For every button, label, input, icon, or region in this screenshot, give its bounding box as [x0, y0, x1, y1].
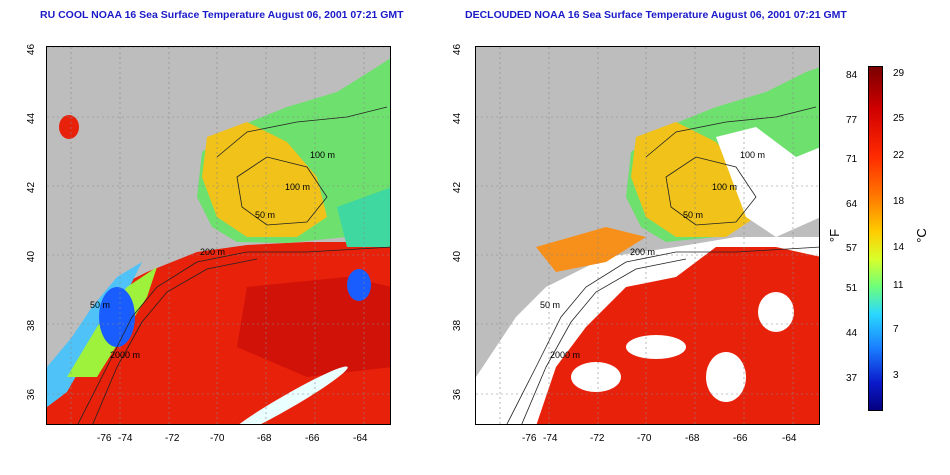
colorbar-f-tick: 77: [846, 115, 858, 126]
contour-label: 200 m: [630, 247, 656, 257]
x-tick: -74: [118, 433, 133, 444]
cloud-hole: [758, 292, 794, 332]
x-tick: -72: [590, 433, 605, 444]
hot-water-patch: [237, 277, 390, 377]
contour-label: 100 m: [285, 182, 311, 192]
y-tick: 46: [452, 43, 464, 56]
georges-bank-water: [202, 122, 327, 237]
cloud-patch: [347, 269, 371, 301]
y-tick: 36: [452, 388, 464, 401]
colorbar-f-tick: 51: [846, 283, 858, 294]
cloud-streak: [226, 366, 348, 424]
x-tick: -64: [782, 433, 797, 444]
right-panel-title: DECLOUDED NOAA 16 Sea Surface Temperatur…: [465, 9, 847, 21]
x-tick: -66: [733, 433, 748, 444]
y-tick: 40: [452, 250, 464, 263]
contour-label: 2000 m: [550, 350, 581, 360]
bathymetry-contours: [77, 106, 390, 424]
contour-label: 100 m: [310, 150, 336, 160]
colorbar-c-tick: 29: [893, 68, 905, 79]
left-map-graphic: [47, 47, 390, 424]
y-tick: 44: [26, 112, 38, 125]
y-tick: 38: [452, 319, 464, 332]
x-tick: -68: [685, 433, 700, 444]
y-tick: 36: [26, 388, 38, 401]
colorbar-c-tick: 18: [893, 196, 905, 207]
cloud-hole: [706, 352, 746, 402]
cloud-hole: [571, 362, 621, 392]
cloud-hole: [626, 335, 686, 359]
contour-label: 100 m: [712, 182, 738, 192]
contour-label: 2000 m: [110, 350, 141, 360]
x-tick: -64: [353, 433, 368, 444]
contour-label: 50 m: [683, 210, 704, 220]
x-tick: -76: [522, 433, 537, 444]
shelf-orange: [536, 227, 646, 272]
contour-label: 200 m: [200, 247, 226, 257]
x-tick: -70: [210, 433, 225, 444]
y-tick: 42: [26, 181, 38, 194]
x-tick: -66: [305, 433, 320, 444]
left-sst-map: [46, 46, 391, 425]
cool-patch: [337, 187, 390, 247]
colorbar-c-tick: 22: [893, 150, 905, 161]
georges-bank-water: [631, 122, 756, 237]
colorbar-unit-c: °C: [913, 228, 929, 243]
x-tick: -74: [543, 433, 558, 444]
right-sst-map: [475, 46, 820, 425]
contour-label: 50 m: [90, 300, 111, 310]
y-tick: 44: [452, 112, 464, 125]
colorbar-c-tick: 11: [893, 280, 904, 291]
x-tick: -76: [97, 433, 112, 444]
cloud-patch: [99, 287, 135, 347]
colorbar-f-tick: 64: [846, 199, 858, 210]
contour-label: 100 m: [740, 150, 766, 160]
y-tick: 38: [26, 319, 38, 332]
graticule: [47, 47, 390, 424]
colorbar-f-tick: 71: [846, 154, 858, 165]
graticule: [476, 47, 819, 424]
y-tick: 42: [452, 181, 464, 194]
cold-speck: [59, 115, 79, 139]
colorbar-c-tick: 25: [893, 113, 905, 124]
cloud-mask-north: [716, 127, 819, 237]
x-tick: -70: [637, 433, 652, 444]
temperature-colorbar: [868, 66, 883, 411]
right-map-graphic: [476, 47, 819, 424]
contour-label: 50 m: [255, 210, 276, 220]
left-panel-title: RU COOL NOAA 16 Sea Surface Temperature …: [40, 9, 404, 21]
colorbar-c-tick: 14: [893, 242, 905, 253]
colorbar-c-tick: 3: [893, 370, 899, 381]
colorbar-f-tick: 44: [846, 328, 858, 339]
contour-label: 50 m: [540, 300, 561, 310]
x-tick: -72: [165, 433, 180, 444]
y-tick: 46: [26, 43, 38, 56]
x-tick: -68: [257, 433, 272, 444]
colorbar-unit-f: °F: [827, 228, 843, 243]
colorbar-f-tick: 84: [846, 70, 858, 81]
colorbar-f-tick: 57: [846, 243, 858, 254]
y-tick: 40: [26, 250, 38, 263]
colorbar-c-tick: 7: [893, 324, 899, 335]
bathymetry-contours: [506, 106, 819, 424]
colorbar-f-tick: 37: [846, 373, 858, 384]
